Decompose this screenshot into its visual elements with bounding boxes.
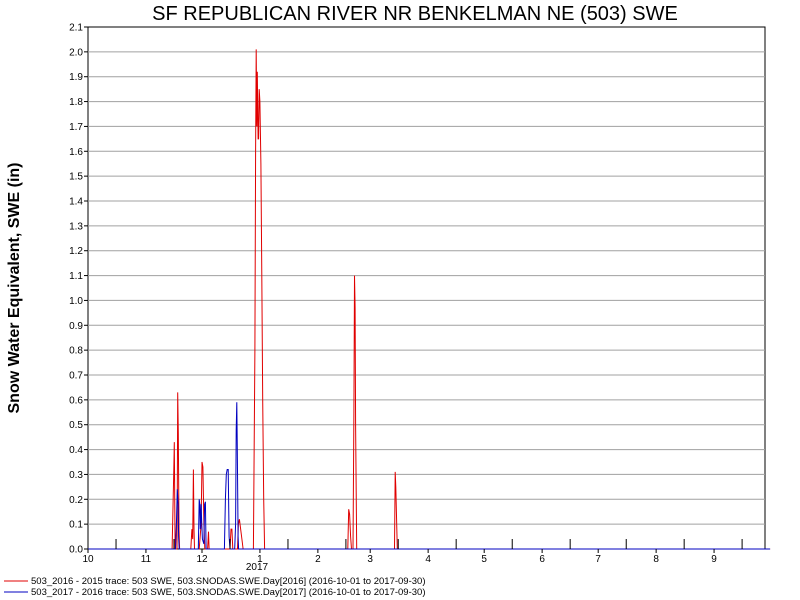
y-tick-label: 1.3 [69,221,83,232]
legend: 503_2016 - 2015 trace: 503 SWE, 503.SNOD… [4,576,425,598]
y-tick-label: 1.8 [69,97,83,108]
y-tick-label: 0.7 [69,371,83,382]
y-tick-label: 0.6 [69,395,83,406]
x-tick-label: 11 [141,554,152,565]
y-tick-label: 1.5 [69,172,83,183]
x-tick-label: 6 [539,554,545,565]
x-tick-label: 8 [653,554,659,565]
legend-label-2017: 503_2017 - 2016 trace: 503 SWE, 503.SNOD… [31,587,425,598]
x-tick-label: 5 [481,554,487,565]
y-axis-label: Snow Water Equivalent, SWE (in) [6,163,23,414]
x-tick-label: 12 [196,554,208,565]
x-tick-label: 4 [425,554,431,565]
y-tick-label: 0.8 [69,346,83,357]
y-tick-label: 0.3 [69,470,83,481]
plot-area [87,26,766,550]
y-tick-label: 2.0 [69,47,83,58]
legend-label-2016: 503_2016 - 2015 trace: 503 SWE, 503.SNOD… [31,576,425,587]
y-tick-label: 0.1 [69,520,83,531]
chart-title: SF REPUBLICAN RIVER NR BENKELMAN NE (503… [152,3,678,25]
x-tick-label: 2 [315,554,321,565]
y-tick-label: 1.4 [69,197,83,208]
y-tick-label: 0.2 [69,495,83,506]
y-tick-label: 1.0 [69,296,83,307]
y-tick-label: 1.9 [69,72,83,83]
y-tick-label: 0.0 [69,545,83,556]
y-tick-label: 1.2 [69,246,83,257]
y-tick-label: 2.1 [69,23,83,34]
x-tick-label: 7 [595,554,601,565]
y-tick-label: 1.1 [69,271,83,282]
y-tick-label: 1.6 [69,147,83,158]
x-tick-label: 1 [257,554,263,565]
y-tick-label: 0.5 [69,420,83,431]
x-tick-label: 10 [82,554,94,565]
x-year-label: 2017 [246,562,269,573]
series-line-1 [88,402,771,550]
x-tick-label: 9 [711,554,717,565]
x-tick-label: 3 [367,554,373,565]
y-tick-label: 0.4 [69,445,83,456]
y-tick-label: 0.9 [69,321,83,332]
y-tick-label: 1.7 [69,122,83,133]
